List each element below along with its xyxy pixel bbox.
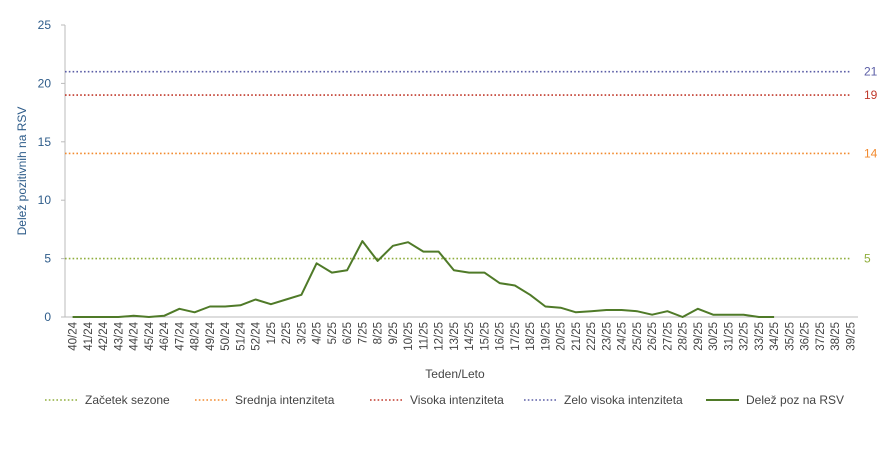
x-tick-label: 49/24 xyxy=(205,321,217,350)
x-tick-label: 35/25 xyxy=(784,322,796,351)
x-tick-label: 10/25 xyxy=(403,322,415,351)
x-tick-label: 37/25 xyxy=(815,322,827,351)
threshold-label: 14 xyxy=(864,146,878,160)
y-tick-label: 25 xyxy=(38,18,52,32)
x-tick-label: 44/24 xyxy=(129,321,141,350)
x-tick-label: 15/25 xyxy=(479,322,491,351)
x-tick-label: 12/25 xyxy=(434,322,446,351)
x-tick-label: 28/25 xyxy=(678,322,690,351)
x-tick-label: 30/25 xyxy=(708,322,720,351)
x-tick-label: 31/25 xyxy=(723,322,735,351)
x-tick-label: 26/25 xyxy=(647,322,659,351)
x-tick-label: 18/25 xyxy=(525,322,537,351)
x-tick-label: 14/25 xyxy=(464,322,476,351)
threshold-label: 21 xyxy=(864,65,878,79)
x-tick-label: 27/25 xyxy=(662,322,674,351)
x-tick-label: 21/25 xyxy=(571,322,583,351)
y-tick-label: 20 xyxy=(38,76,52,90)
x-tick-label: 6/25 xyxy=(342,322,354,344)
x-tick-label: 22/25 xyxy=(586,322,598,351)
legend-label: Srednja intenziteta xyxy=(235,393,335,407)
x-tick-label: 29/25 xyxy=(693,322,705,351)
x-tick-label: 46/24 xyxy=(159,321,171,350)
y-tick-label: 10 xyxy=(38,193,52,207)
x-tick-label: 40/24 xyxy=(68,321,80,350)
x-tick-label: 39/25 xyxy=(845,322,857,351)
y-tick-label: 0 xyxy=(44,310,51,324)
x-tick-label: 45/24 xyxy=(144,321,156,350)
y-tick-label: 15 xyxy=(38,135,52,149)
legend-label: Začetek sezone xyxy=(85,393,170,407)
x-tick-label: 3/25 xyxy=(296,322,308,344)
y-axis-title: Delež pozitivnih na RSV xyxy=(15,107,29,236)
x-tick-label: 7/25 xyxy=(357,322,369,344)
x-tick-label: 43/24 xyxy=(113,321,125,350)
x-tick-label: 9/25 xyxy=(388,322,400,344)
x-tick-label: 19/25 xyxy=(540,322,552,351)
threshold-label: 19 xyxy=(864,88,878,102)
x-tick-label: 50/24 xyxy=(220,321,232,350)
legend-label: Zelo visoka intenziteta xyxy=(564,393,683,407)
x-tick-label: 52/24 xyxy=(251,321,263,350)
x-tick-label: 42/24 xyxy=(98,321,110,350)
y-tick-label: 5 xyxy=(44,252,51,266)
x-tick-label: 1/25 xyxy=(266,322,278,344)
legend-label: Delež poz na RSV xyxy=(746,393,844,407)
x-tick-label: 4/25 xyxy=(312,322,324,344)
x-tick-label: 11/25 xyxy=(418,322,430,350)
x-tick-label: 16/25 xyxy=(495,322,507,351)
x-tick-label: 8/25 xyxy=(373,322,385,344)
x-tick-label: 48/24 xyxy=(190,321,202,350)
x-tick-label: 23/25 xyxy=(601,322,613,351)
x-tick-label: 41/24 xyxy=(83,321,95,350)
x-tick-label: 2/25 xyxy=(281,322,293,344)
x-tick-label: 24/25 xyxy=(617,322,629,351)
x-tick-label: 36/25 xyxy=(800,322,812,351)
x-tick-label: 20/25 xyxy=(556,322,568,351)
x-tick-label: 17/25 xyxy=(510,322,522,351)
x-tick-label: 25/25 xyxy=(632,322,644,351)
x-tick-label: 5/25 xyxy=(327,322,339,344)
x-tick-label: 38/25 xyxy=(830,322,842,351)
x-tick-label: 32/25 xyxy=(739,322,751,351)
legend-label: Visoka intenziteta xyxy=(410,393,504,407)
x-tick-label: 33/25 xyxy=(754,322,766,351)
x-tick-label: 47/24 xyxy=(174,321,186,350)
threshold-label: 5 xyxy=(864,252,871,266)
x-tick-label: 34/25 xyxy=(769,322,781,351)
x-tick-label: 51/24 xyxy=(235,321,247,350)
x-axis-title: Teden/Leto xyxy=(425,367,485,381)
x-tick-label: 13/25 xyxy=(449,322,461,351)
data-line xyxy=(72,240,775,318)
